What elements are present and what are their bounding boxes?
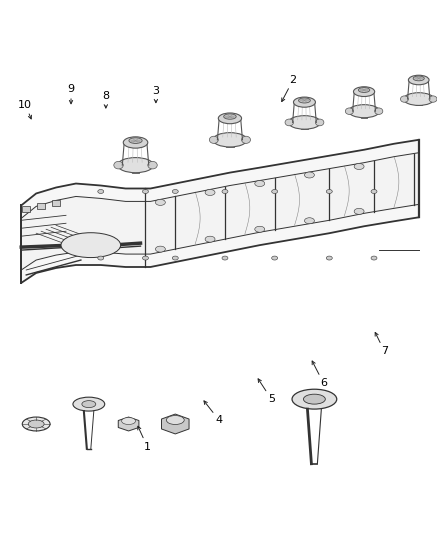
Ellipse shape — [404, 93, 434, 106]
Polygon shape — [21, 153, 419, 270]
Polygon shape — [21, 204, 419, 283]
Ellipse shape — [142, 190, 148, 193]
Text: 9: 9 — [67, 84, 74, 94]
Ellipse shape — [304, 172, 314, 178]
Ellipse shape — [155, 246, 165, 252]
Ellipse shape — [166, 416, 184, 424]
Ellipse shape — [326, 256, 332, 260]
Ellipse shape — [349, 104, 380, 118]
Ellipse shape — [255, 181, 265, 187]
Text: 4: 4 — [215, 415, 223, 425]
Ellipse shape — [222, 256, 228, 260]
Ellipse shape — [371, 190, 377, 193]
Ellipse shape — [272, 190, 278, 193]
Ellipse shape — [345, 108, 353, 115]
Text: 7: 7 — [381, 346, 388, 356]
Ellipse shape — [293, 97, 315, 107]
Ellipse shape — [22, 417, 50, 431]
Ellipse shape — [429, 96, 437, 102]
Ellipse shape — [288, 116, 321, 129]
Text: 5: 5 — [268, 394, 275, 404]
Ellipse shape — [241, 136, 251, 143]
Ellipse shape — [272, 256, 278, 260]
Ellipse shape — [172, 256, 178, 260]
Ellipse shape — [148, 161, 157, 169]
Ellipse shape — [123, 137, 148, 148]
Ellipse shape — [299, 98, 311, 103]
Ellipse shape — [374, 108, 383, 115]
Bar — [37, 204, 45, 209]
Ellipse shape — [82, 401, 96, 408]
Ellipse shape — [304, 394, 325, 404]
Bar — [52, 200, 60, 206]
Text: 10: 10 — [18, 100, 32, 110]
Ellipse shape — [73, 397, 105, 411]
Ellipse shape — [155, 199, 165, 205]
Ellipse shape — [98, 190, 104, 193]
Ellipse shape — [354, 208, 364, 214]
Ellipse shape — [413, 76, 424, 81]
Ellipse shape — [172, 190, 178, 193]
Ellipse shape — [114, 161, 123, 169]
Ellipse shape — [98, 256, 104, 260]
Polygon shape — [162, 414, 189, 434]
Text: 3: 3 — [152, 86, 159, 95]
Ellipse shape — [400, 96, 408, 102]
Ellipse shape — [142, 256, 148, 260]
Ellipse shape — [129, 138, 142, 143]
Ellipse shape — [354, 164, 364, 169]
Ellipse shape — [304, 218, 314, 224]
Ellipse shape — [222, 190, 228, 193]
Ellipse shape — [408, 75, 429, 85]
Text: 8: 8 — [102, 91, 110, 101]
Ellipse shape — [117, 158, 153, 173]
Ellipse shape — [224, 114, 236, 119]
Ellipse shape — [28, 420, 44, 428]
Text: 1: 1 — [144, 441, 151, 451]
Ellipse shape — [61, 233, 120, 257]
Ellipse shape — [205, 190, 215, 196]
Text: 2: 2 — [290, 75, 297, 85]
Ellipse shape — [255, 226, 265, 232]
Bar — [22, 206, 30, 212]
Ellipse shape — [292, 389, 337, 409]
Text: 6: 6 — [320, 378, 327, 388]
Ellipse shape — [353, 87, 374, 96]
Ellipse shape — [213, 133, 247, 147]
Ellipse shape — [218, 113, 241, 124]
Polygon shape — [118, 417, 139, 431]
Ellipse shape — [209, 136, 218, 143]
Ellipse shape — [205, 236, 215, 242]
Ellipse shape — [122, 417, 135, 424]
Polygon shape — [21, 140, 419, 219]
Ellipse shape — [371, 256, 377, 260]
Ellipse shape — [358, 87, 370, 92]
Ellipse shape — [326, 190, 332, 193]
Ellipse shape — [285, 119, 293, 126]
Ellipse shape — [315, 119, 324, 126]
